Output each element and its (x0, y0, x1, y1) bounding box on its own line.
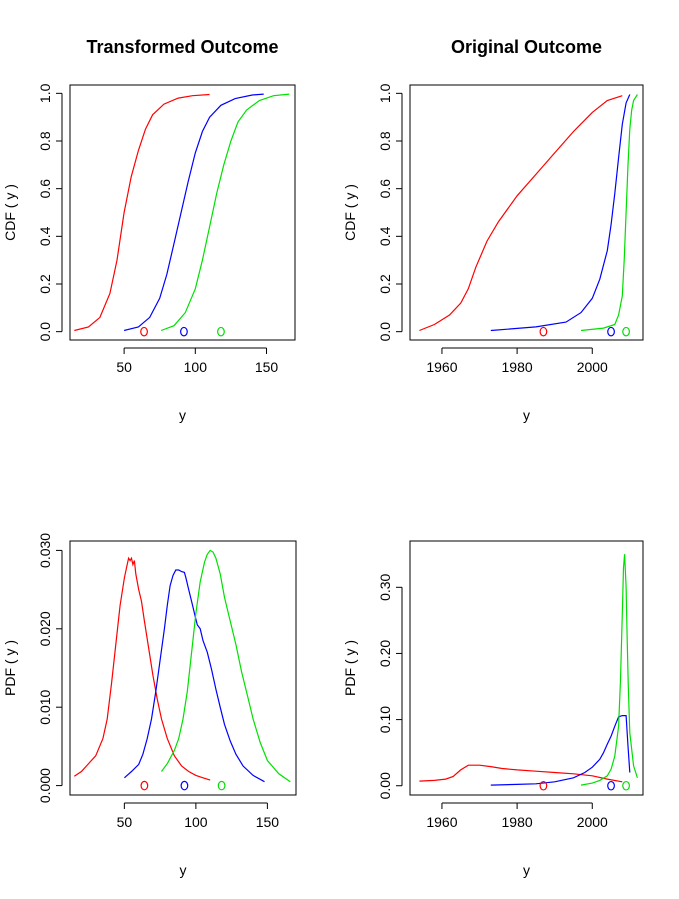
x-axis-label: y (523, 407, 530, 423)
series-line (580, 94, 638, 332)
y-tick-label: 0.2 (37, 274, 53, 294)
y-tick-label: 0.6 (37, 179, 53, 199)
median-marker (539, 326, 548, 337)
chart-pdf_original: 1960 1980 2000 0.00 0.10 0.20 0.30 y PDF ( y ) (342, 540, 644, 878)
plot-frame (69, 84, 296, 341)
x-tick-label: 1960 (426, 814, 457, 830)
x-tick-label: 1960 (426, 359, 457, 375)
series-line (161, 549, 291, 783)
chart-title: Transformed Outcome (86, 37, 278, 57)
y-axis-label: CDF ( y ) (342, 184, 358, 241)
series-line (74, 93, 210, 332)
x-tick-label: 150 (256, 814, 280, 830)
series-line (124, 569, 265, 783)
median-marker (622, 326, 630, 337)
plot-frame (69, 540, 297, 796)
y-axis-label: CDF ( y ) (2, 184, 18, 241)
y-tick-label: 0.0 (377, 322, 393, 342)
median-marker (180, 326, 188, 337)
series-line (490, 94, 631, 332)
x-axis-label: y (523, 862, 530, 878)
y-axis-label: PDF ( y ) (342, 640, 358, 696)
chart-title: Original Outcome (451, 37, 602, 57)
y-tick-label: 0.20 (377, 640, 393, 667)
series-line (419, 95, 623, 332)
chart-pdf_transformed: 50 100 150 0.000 0.010 0.020 0.030 y PDF ( y ) (2, 533, 297, 878)
series-line (123, 93, 264, 332)
median-marker (217, 326, 225, 337)
median-marker (180, 780, 189, 791)
series-line (580, 554, 638, 786)
y-tick-label: 1.0 (377, 83, 393, 103)
median-marker (539, 780, 548, 791)
x-tick-label: 100 (184, 814, 208, 830)
y-tick-label: 0.00 (377, 772, 393, 799)
median-marker (607, 780, 615, 791)
series-line (419, 764, 623, 783)
series-line (160, 93, 290, 332)
x-tick-label: 50 (117, 814, 133, 830)
y-tick-label: 0.8 (377, 131, 393, 151)
y-tick-label: 0.4 (37, 226, 53, 246)
plot-frame (409, 540, 644, 796)
median-marker (140, 326, 148, 337)
x-axis-label: y (180, 862, 187, 878)
x-axis-label: y (179, 407, 186, 423)
x-tick-label: 1980 (502, 814, 533, 830)
median-marker (217, 780, 226, 791)
chart-cdf_original: Original Outcome 1960 1980 2000 0.0 0.2 0.4 0.6… (342, 37, 644, 423)
y-tick-label: 0.6 (377, 179, 393, 199)
y-tick-label: 0.8 (37, 131, 53, 151)
y-tick-label: 0.030 (37, 533, 53, 568)
plot-frame (409, 84, 644, 341)
chart-cdf_transformed: Transformed Outcome 50 100 150 0.0 0.2 0.4 0.6 0… (2, 37, 296, 423)
y-tick-label: 0.020 (37, 611, 53, 646)
x-tick-label: 2000 (577, 814, 608, 830)
y-tick-label: 1.0 (37, 83, 53, 103)
x-tick-label: 50 (116, 359, 132, 375)
y-tick-label: 0.4 (377, 226, 393, 246)
x-tick-label: 1980 (502, 359, 533, 375)
x-tick-label: 100 (184, 359, 208, 375)
series-line (73, 556, 211, 781)
y-tick-label: 0.000 (37, 768, 53, 803)
y-tick-label: 0.30 (377, 573, 393, 600)
series-line (490, 714, 631, 786)
y-axis-label: PDF ( y ) (2, 640, 18, 696)
median-marker (140, 780, 149, 791)
median-marker (607, 326, 615, 337)
x-tick-label: 2000 (577, 359, 608, 375)
median-marker (622, 780, 630, 791)
x-tick-label: 150 (255, 359, 279, 375)
y-tick-label: 0.0 (37, 322, 53, 342)
y-tick-label: 0.010 (37, 689, 53, 724)
y-tick-label: 0.2 (377, 274, 393, 294)
y-tick-label: 0.10 (377, 706, 393, 733)
